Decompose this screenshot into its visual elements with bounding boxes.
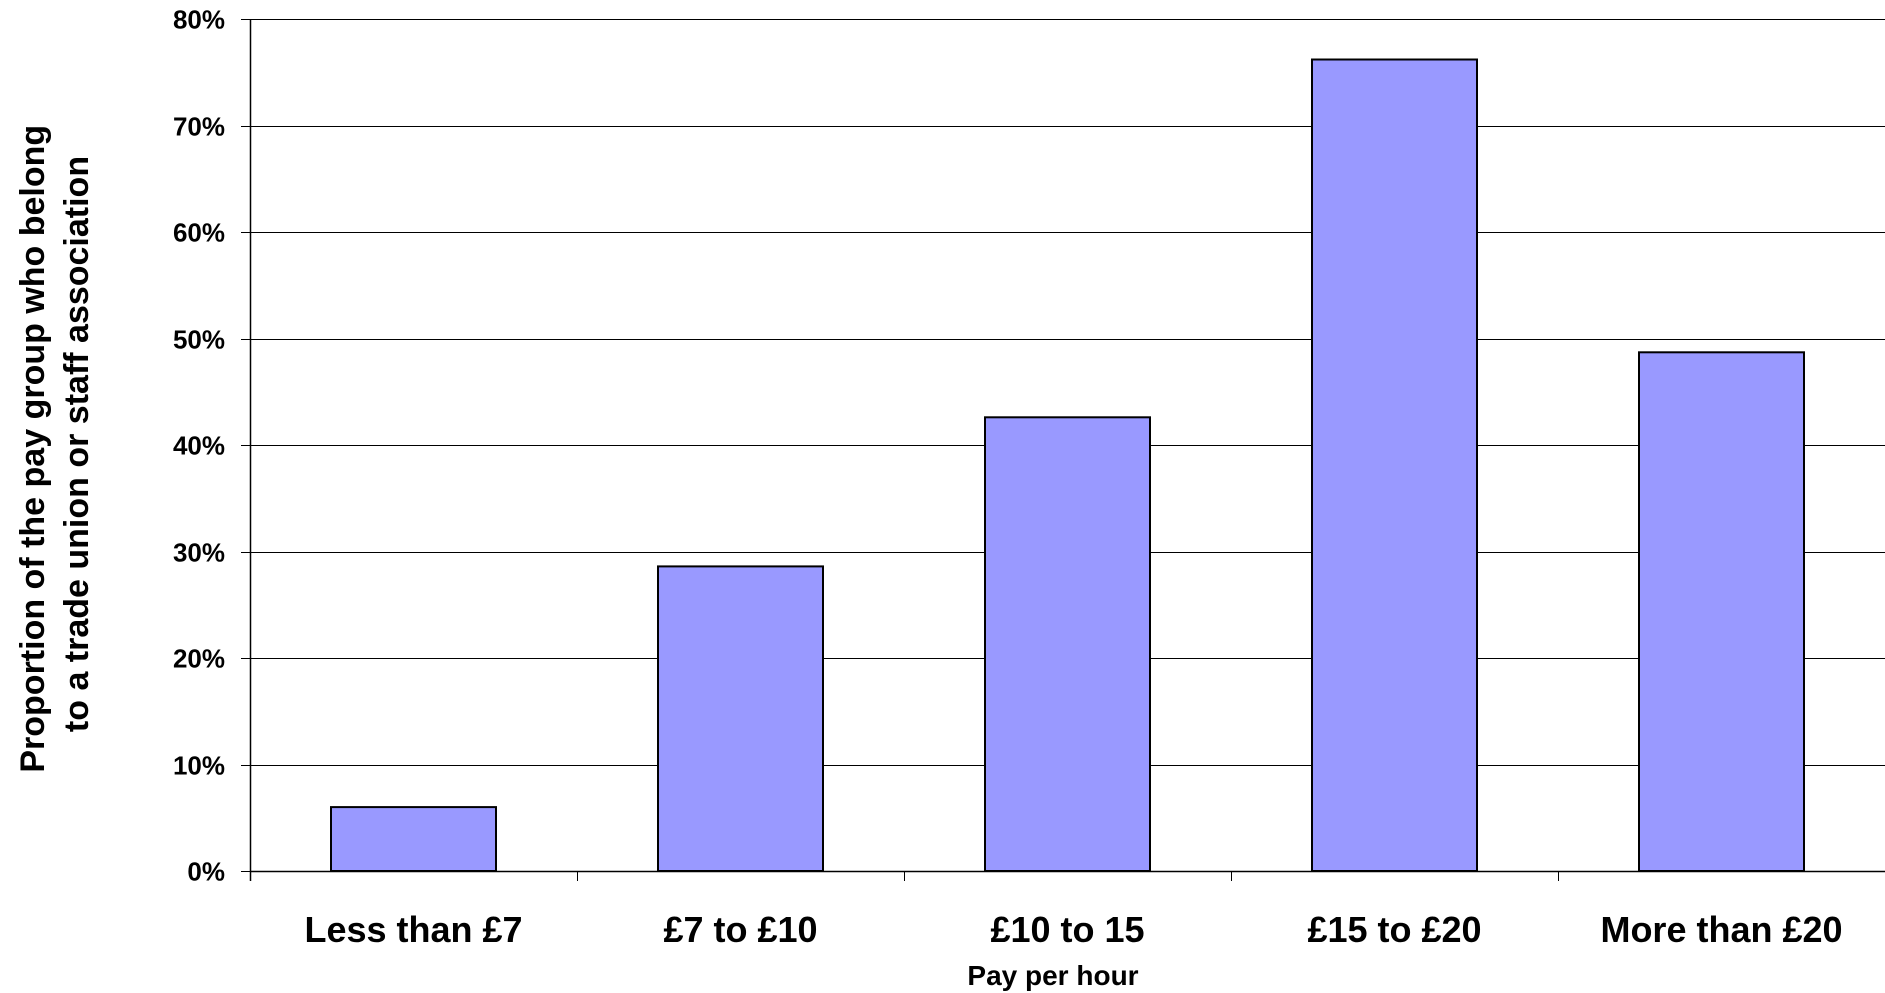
x-category-labels: Less than £7 £7 to £10 £10 to 15 £15 to £20… xyxy=(304,909,1842,950)
x-category-label: £7 to £10 xyxy=(663,909,817,950)
y-tick-label: 30% xyxy=(173,538,225,568)
y-axis-title-line-1: Proportion of the pay group who belong xyxy=(14,125,52,773)
y-tick-label: 20% xyxy=(173,644,225,674)
x-category-label: £10 to 15 xyxy=(990,909,1144,950)
bar xyxy=(984,416,1151,872)
y-axis-title-line-2: to a trade union or staff association xyxy=(58,156,96,732)
y-tick-label: 50% xyxy=(173,325,225,355)
bar xyxy=(330,806,497,872)
x-category-label: Less than £7 xyxy=(304,909,522,950)
y-tick-label: 80% xyxy=(173,5,225,35)
y-tick-label: 60% xyxy=(173,218,225,248)
x-category-label: £15 to £20 xyxy=(1307,909,1481,950)
y-tick-label: 0% xyxy=(187,857,225,887)
y-tick-labels: 0% 10% 20% 30% 40% 50% 60% 70% 80% xyxy=(173,5,225,887)
x-axis-title: Pay per hour xyxy=(967,960,1138,991)
bar xyxy=(1311,58,1478,872)
y-tick-label: 40% xyxy=(173,431,225,461)
axes xyxy=(241,19,1885,881)
bar xyxy=(657,565,824,873)
x-category-label: More than £20 xyxy=(1600,909,1842,950)
bars xyxy=(330,58,1805,873)
bar xyxy=(1638,351,1805,872)
y-tick-label: 70% xyxy=(173,112,225,142)
y-axis-title: Proportion of the pay group who belong t… xyxy=(14,115,96,772)
y-tick-label: 10% xyxy=(173,751,225,781)
